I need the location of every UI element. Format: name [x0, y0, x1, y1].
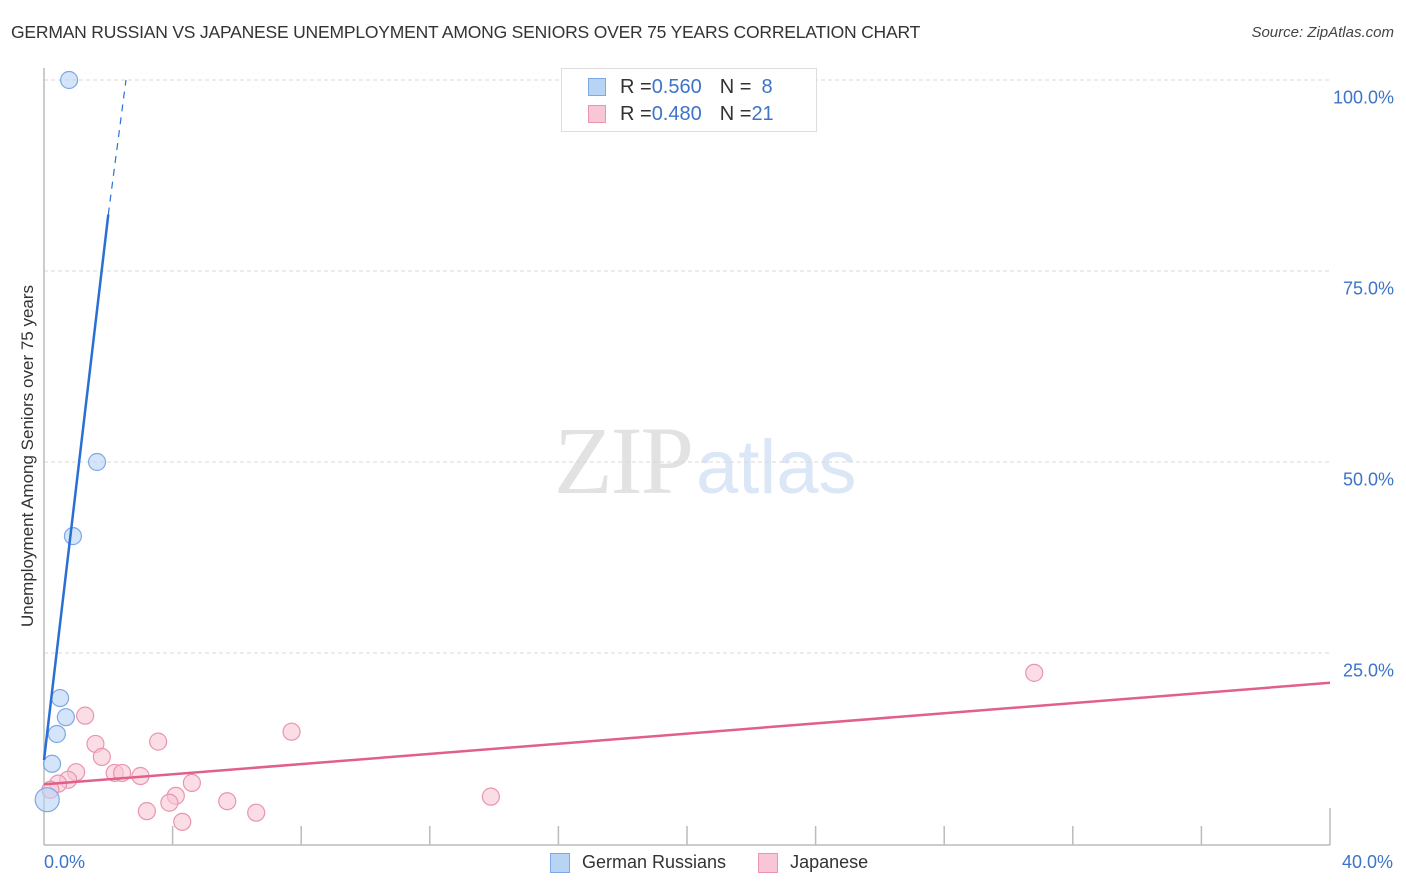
n-label: N =	[719, 75, 752, 98]
german-russian-trend-extension	[107, 79, 127, 215]
y-tick-label: 25.0%	[1342, 660, 1394, 681]
japanese-point[interactable]	[218, 792, 237, 811]
japanese-point[interactable]	[1025, 663, 1044, 682]
german-russian-point[interactable]	[59, 70, 79, 90]
german-russian-point[interactable]	[34, 787, 60, 813]
german-russian-trend-line	[42, 214, 110, 761]
x-tick-min: 0.0%	[44, 852, 86, 872]
trend-lines	[42, 79, 1331, 786]
japanese-point[interactable]	[282, 722, 301, 741]
blue-swatch	[550, 852, 570, 873]
german-russian-point[interactable]	[56, 708, 75, 727]
pink-swatch	[758, 852, 779, 873]
y-tick-label: 100.0%	[1332, 87, 1394, 108]
source-label: Source: ZipAtlas.com	[1251, 24, 1394, 41]
chart-title: GERMAN RUSSIAN VS JAPANESE UNEMPLOYMENT …	[11, 22, 921, 42]
series-legend: German Russians Japanese	[550, 852, 900, 873]
r-value: 0.480	[651, 102, 702, 125]
japanese-trend-line	[43, 681, 1331, 786]
n-value: 8	[761, 75, 773, 98]
stats-legend: R = 0.560 N = 8 R = 0.480 N = 21	[561, 68, 817, 132]
german-russian-point[interactable]	[87, 452, 107, 472]
watermark-atlas: atlas	[696, 425, 857, 510]
legend-label: German Russians	[582, 852, 727, 872]
german-russian-point[interactable]	[47, 724, 66, 744]
watermark: ZIPatlas	[554, 405, 857, 516]
german-russian-point[interactable]	[42, 754, 62, 773]
japanese-points	[41, 663, 1044, 831]
n-label: N =	[719, 102, 752, 125]
japanese-point[interactable]	[182, 773, 201, 792]
german-russian-points	[34, 70, 107, 813]
japanese-point[interactable]	[481, 787, 500, 806]
stats-row-japanese: R = 0.480 N = 21	[588, 103, 774, 125]
pink-swatch	[588, 105, 606, 123]
y-axis-label: Unemployment Among Seniors over 75 years	[18, 284, 37, 628]
watermark-zip: ZIP	[554, 407, 694, 514]
r-label: R =	[620, 75, 652, 98]
legend-item-german-russians[interactable]: German Russians	[550, 852, 726, 873]
blue-swatch	[588, 78, 606, 96]
japanese-point[interactable]	[92, 747, 111, 767]
japanese-point[interactable]	[76, 706, 95, 725]
japanese-point[interactable]	[173, 812, 192, 831]
japanese-point[interactable]	[137, 802, 156, 821]
german-russian-point[interactable]	[50, 688, 70, 708]
japanese-point[interactable]	[149, 732, 168, 751]
axes	[43, 68, 1331, 846]
german-russian-point[interactable]	[63, 527, 83, 546]
y-tick-label: 50.0%	[1342, 469, 1394, 490]
japanese-point[interactable]	[160, 793, 179, 812]
japanese-point[interactable]	[247, 803, 266, 822]
gridlines	[44, 79, 1330, 654]
r-value: 0.560	[651, 75, 702, 98]
r-label: R =	[620, 102, 652, 125]
n-value: 21	[751, 102, 774, 125]
legend-label: Japanese	[790, 852, 869, 872]
y-tick-label: 75.0%	[1342, 278, 1394, 299]
legend-item-japanese[interactable]: Japanese	[758, 852, 868, 873]
stats-row-german-russians: R = 0.560 N = 8	[588, 76, 773, 98]
x-tick-max: 40.0%	[1341, 852, 1393, 872]
